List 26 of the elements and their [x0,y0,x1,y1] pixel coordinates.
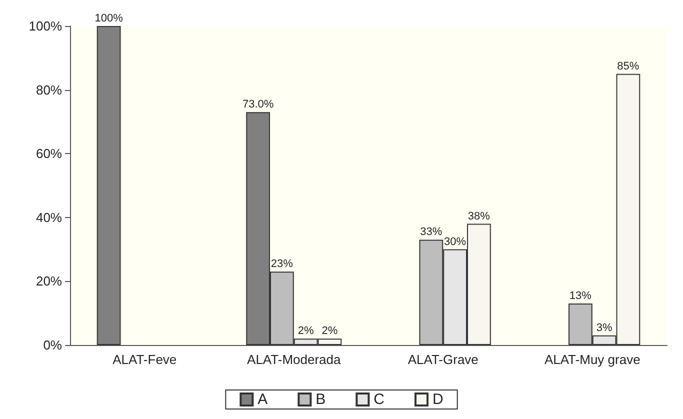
data-label: 2% [322,325,338,338]
data-label: 73.0% [242,98,274,111]
y-tick-label: 40% [36,210,62,225]
y-tick-label: 100% [28,18,62,34]
data-label: 33% [420,226,442,238]
y-tick-label: 60% [36,146,62,162]
data-label: 30% [444,236,466,248]
data-label: 13% [569,290,592,302]
data-label: 38% [468,210,490,222]
x-tick-label: ALAT-Feve [112,352,177,367]
legend-label: B [316,391,326,408]
x-tick-label: ALAT-Grave [408,352,478,367]
x-tick-label: ALAT-Moderada [247,352,342,367]
y-tick-label: 80% [36,82,62,98]
bar [96,26,121,345]
legend-label: D [432,391,444,408]
legend-label: A [258,391,268,408]
data-label: 23% [270,258,294,270]
data-label: 2% [298,325,314,338]
data-label: 100% [94,12,124,24]
legend-label: C [374,391,385,408]
y-tick-label: 0% [43,338,62,352]
x-tick-label: ALAT-Muy grave [544,352,640,367]
data-label: 85% [617,60,640,72]
y-tick-label: 20% [36,274,62,289]
data-label: 3% [596,322,612,334]
